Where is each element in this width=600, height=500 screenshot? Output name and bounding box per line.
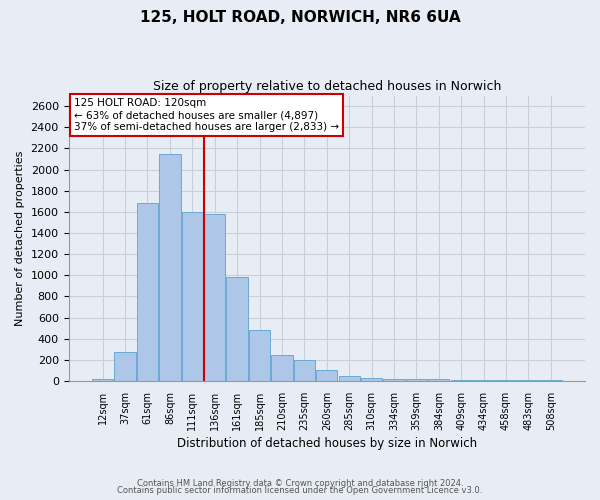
Bar: [473, 380, 494, 381]
Bar: [451, 380, 472, 381]
Bar: [249, 330, 270, 381]
Title: Size of property relative to detached houses in Norwich: Size of property relative to detached ho…: [152, 80, 501, 93]
Bar: [115, 352, 136, 381]
Text: Contains HM Land Registry data © Crown copyright and database right 2024.: Contains HM Land Registry data © Crown c…: [137, 478, 463, 488]
Text: Contains public sector information licensed under the Open Government Licence v3: Contains public sector information licen…: [118, 486, 482, 495]
Bar: [540, 380, 562, 381]
Bar: [383, 379, 404, 381]
Bar: [137, 204, 158, 381]
Bar: [271, 354, 293, 381]
Bar: [518, 380, 539, 381]
Bar: [182, 212, 203, 381]
Text: 125 HOLT ROAD: 120sqm
← 63% of detached houses are smaller (4,897)
37% of semi-d: 125 HOLT ROAD: 120sqm ← 63% of detached …: [74, 98, 339, 132]
X-axis label: Distribution of detached houses by size in Norwich: Distribution of detached houses by size …: [177, 437, 477, 450]
Bar: [428, 380, 449, 381]
Bar: [316, 370, 337, 381]
Bar: [338, 376, 360, 381]
Bar: [92, 379, 113, 381]
Bar: [361, 378, 382, 381]
Y-axis label: Number of detached properties: Number of detached properties: [15, 150, 25, 326]
Text: 125, HOLT ROAD, NORWICH, NR6 6UA: 125, HOLT ROAD, NORWICH, NR6 6UA: [140, 10, 460, 25]
Bar: [496, 380, 517, 381]
Bar: [204, 214, 226, 381]
Bar: [226, 278, 248, 381]
Bar: [406, 379, 427, 381]
Bar: [159, 154, 181, 381]
Bar: [294, 360, 315, 381]
